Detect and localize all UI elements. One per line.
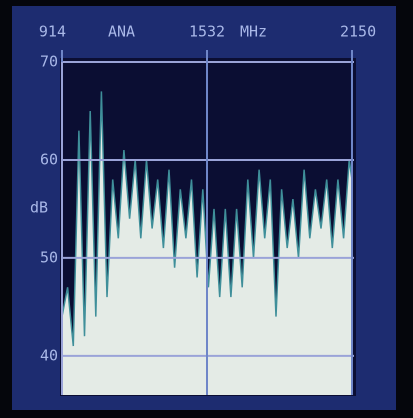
y-tick-label: 50 [40, 248, 58, 266]
mode-label: ANA [108, 23, 135, 41]
x-tick-label: 2150 [340, 23, 376, 41]
y-tick-label: 70 [40, 53, 58, 71]
x-tick-label: 914 [39, 23, 66, 41]
x-unit-label: MHz [240, 23, 267, 41]
x-tick-label: 1532 [189, 23, 225, 41]
y-unit-label: dB [30, 199, 48, 217]
y-tick-label: 40 [40, 346, 58, 364]
y-tick-label: 60 [40, 150, 58, 168]
screen: ANA MHz dB 40 50 60 70 914 1532 2150 [0, 0, 413, 418]
